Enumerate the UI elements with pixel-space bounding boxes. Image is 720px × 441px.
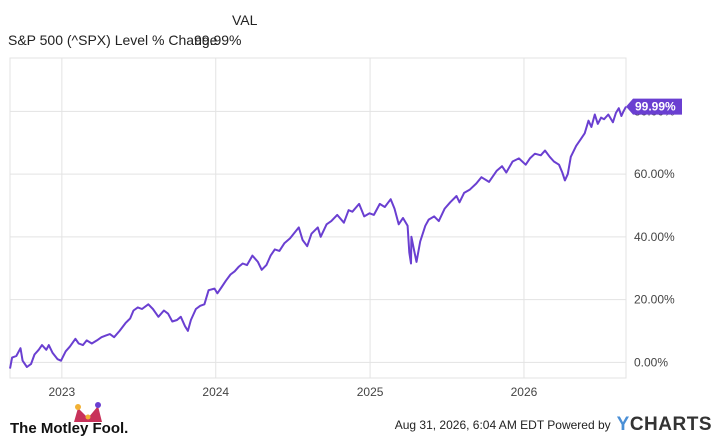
legend-column-header: VAL (232, 12, 258, 28)
y-tick-label: 40.00% (634, 230, 675, 244)
x-tick-label: 2026 (511, 385, 538, 399)
legend-series-name: S&P 500 (^SPX) Level % Change (8, 32, 218, 48)
footer-timestamp: Aug 31, 2026, 6:04 AM EDT Powered by (394, 418, 611, 432)
legend-series-value: 99.99% (194, 32, 242, 48)
motley-fool-brand: The Motley Fool. (10, 420, 129, 437)
series-line (9, 106, 627, 369)
end-value-label: 99.99% (635, 100, 676, 114)
jester-hat-icon (74, 402, 102, 422)
ycharts-logo-text: CHARTS (629, 414, 712, 435)
footer-attribution: Aug 31, 2026, 6:04 AM EDT Powered by YCH… (395, 412, 712, 438)
x-tick-label: 2023 (49, 385, 76, 399)
end-value-flag (626, 98, 682, 115)
y-tick-label: 60.00% (634, 167, 675, 181)
x-tick-label: 2025 (357, 385, 384, 399)
motley-fool-logo: The Motley Fool. (6, 402, 166, 438)
ycharts-logo-y: Y (616, 414, 630, 435)
ycharts-logo: YCHARTS (617, 414, 712, 436)
plot-frame (9, 57, 627, 379)
y-tick-label: 0.00% (634, 355, 668, 369)
x-tick-label: 2024 (202, 385, 229, 399)
y-tick-label: 20.00% (634, 293, 675, 307)
